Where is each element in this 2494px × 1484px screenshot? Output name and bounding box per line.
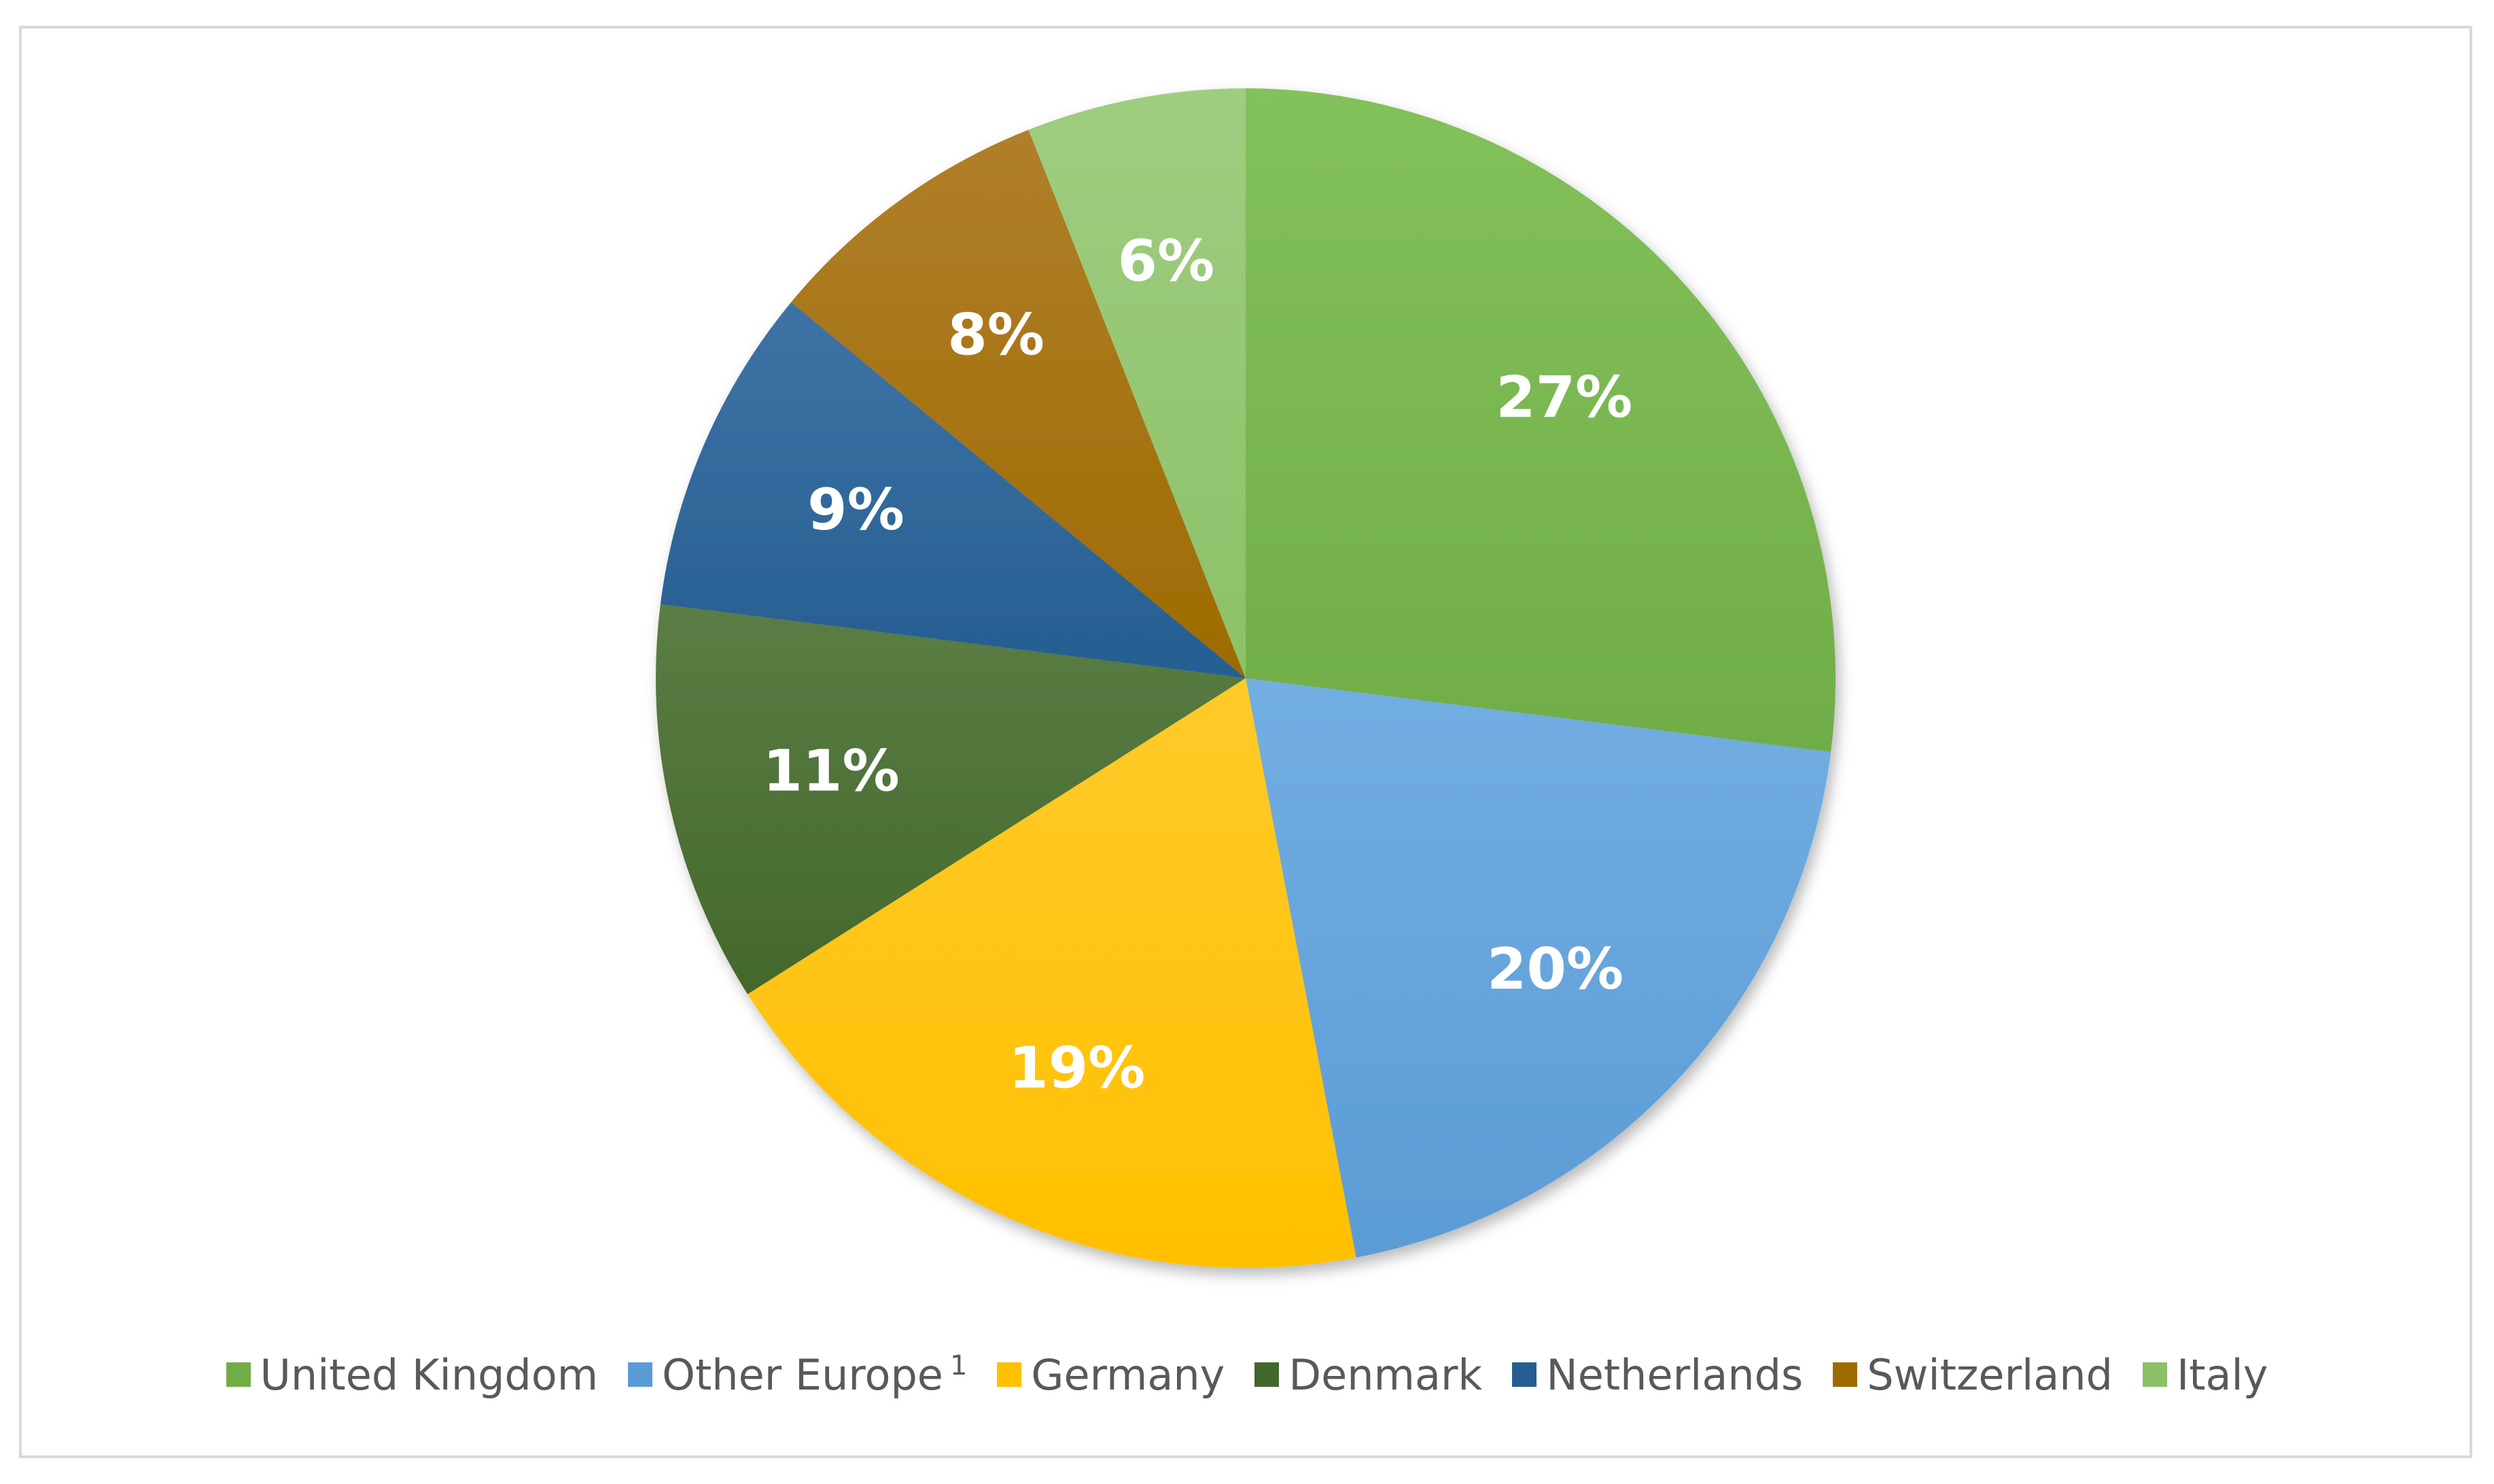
pie-slice-germany xyxy=(748,678,1356,1268)
slice-label-denmark: 11% xyxy=(763,737,900,804)
slice-label-germany: 19% xyxy=(1008,1035,1145,1101)
pie-slice-italy xyxy=(1028,88,1246,678)
legend-swatch xyxy=(997,1362,1022,1387)
legend-swatch xyxy=(628,1362,653,1387)
slice-label-italy: 6% xyxy=(1118,228,1215,294)
pie-slice-united-kingdom xyxy=(1246,88,1836,752)
legend-item-denmark: Denmark xyxy=(1254,1350,1482,1400)
legend: United Kingdom Other Europe 1 Germany Denmar… xyxy=(0,1344,2494,1405)
pie-slice-other-europe xyxy=(1246,678,1831,1258)
legend-swatch xyxy=(2142,1362,2167,1387)
slice-label-switzerland: 8% xyxy=(947,301,1044,368)
legend-item-netherlands: Netherlands xyxy=(1512,1350,1803,1400)
slice-label-other-europe: 20% xyxy=(1487,936,1623,1002)
legend-footnote-marker: 1 xyxy=(949,1349,968,1381)
legend-item-germany: Germany xyxy=(997,1350,1225,1400)
legend-swatch xyxy=(1254,1362,1280,1387)
legend-label: Switzerland xyxy=(1867,1349,2113,1400)
legend-item-switzerland: Switzerland xyxy=(1833,1350,2113,1400)
legend-label: United Kingdom xyxy=(260,1349,599,1400)
slice-label-united-kingdom: 27% xyxy=(1496,364,1632,431)
legend-item-italy: Italy xyxy=(2142,1349,2268,1400)
pie-slice-netherlands xyxy=(660,302,1246,679)
legend-label: Germany xyxy=(1031,1349,1225,1400)
pie-slice-switzerland xyxy=(791,129,1246,679)
legend-item-other-europe: Other Europe 1 xyxy=(628,1350,967,1400)
slice-label-netherlands: 9% xyxy=(807,476,904,543)
legend-label: Netherlands xyxy=(1546,1349,1804,1400)
legend-label: Other Europe 1 xyxy=(662,1349,968,1400)
legend-swatch xyxy=(1512,1362,1537,1387)
legend-label: Italy xyxy=(2176,1349,2268,1400)
pie-slice-denmark xyxy=(655,604,1246,995)
legend-swatch xyxy=(1833,1362,1858,1387)
legend-swatch xyxy=(226,1362,251,1387)
legend-item-united-kingdom: United Kingdom xyxy=(226,1349,599,1400)
legend-label: Denmark xyxy=(1288,1349,1483,1400)
